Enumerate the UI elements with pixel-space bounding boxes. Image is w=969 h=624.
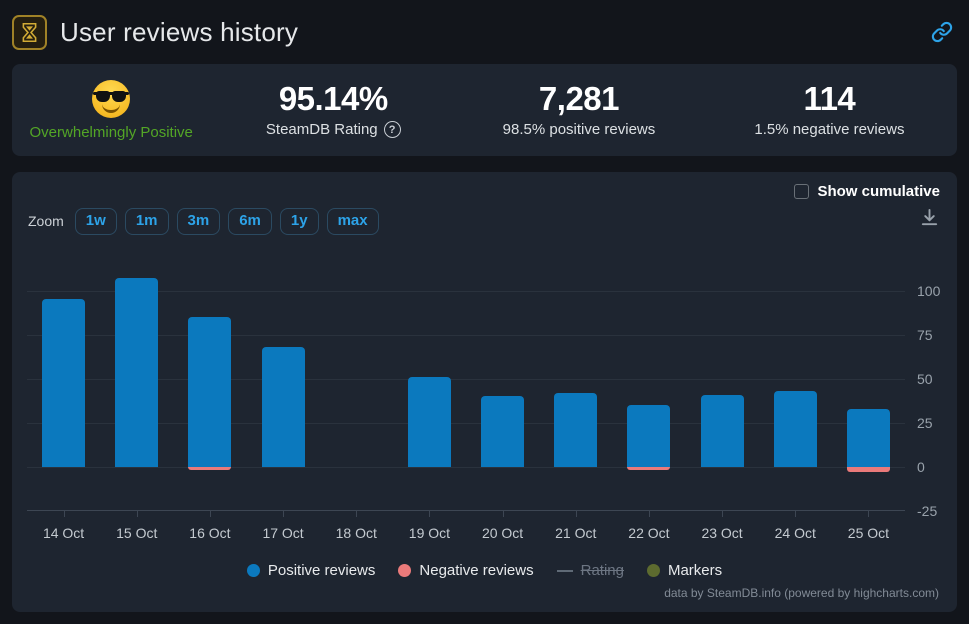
rating-label: SteamDB Rating (265, 121, 378, 138)
bar-positive-reviews[interactable] (115, 278, 159, 467)
x-axis-tick (63, 511, 65, 517)
legend-label: Markers (667, 562, 723, 579)
bar-negative-reviews[interactable] (188, 466, 232, 471)
chart-legend: Positive reviews Negative reviews Rating… (12, 562, 957, 579)
y-axis-tick-label: 75 (917, 326, 933, 343)
x-axis-tick (648, 511, 650, 517)
zoom-button-3m[interactable]: 3m (176, 208, 221, 235)
zoom-button-1w[interactable]: 1w (74, 208, 117, 235)
bar-positive-reviews[interactable] (188, 317, 232, 467)
gridline (27, 290, 905, 292)
x-axis-label: 25 Oct (847, 525, 890, 541)
rating-value: 95.14% (278, 80, 388, 117)
zoom-controls: Zoom 1w 1m 3m 6m 1y max (28, 208, 387, 235)
legend-item-positive[interactable]: Positive reviews (246, 562, 376, 579)
legend-item-markers[interactable]: Markers (646, 562, 723, 579)
positive-count: 7,281 (538, 80, 620, 117)
steamdb-rating-stat: 95.14% SteamDB Rating ? (210, 82, 456, 138)
x-axis-label: 24 Oct (774, 525, 816, 541)
x-axis-line (27, 510, 905, 511)
x-axis-tick (283, 511, 285, 517)
x-axis-label: 16 Oct (189, 525, 231, 541)
x-axis-tick (209, 511, 211, 517)
x-axis-tick (795, 511, 797, 517)
x-axis-label: 21 Oct (555, 525, 597, 541)
page-header: User reviews history (0, 0, 969, 64)
bar-positive-reviews[interactable] (773, 391, 817, 467)
gridline (27, 378, 905, 380)
y-axis-tick-label: -25 (917, 503, 938, 519)
plot-area: 100 75 50 25 0 -25 14 Oct 15 Oct 16 Oct 17 Oct 18 … (27, 250, 940, 541)
legend-label: Rating (580, 562, 624, 579)
bar-positive-reviews[interactable] (407, 376, 451, 467)
show-cumulative-label: Show cumulative (817, 183, 940, 200)
y-axis-tick-label: 0 (917, 458, 925, 475)
download-icon[interactable] (918, 206, 940, 228)
bar-positive-reviews[interactable] (846, 408, 890, 467)
sunglasses-emoji-icon (92, 79, 131, 118)
x-axis-tick (868, 511, 870, 517)
x-axis-tick (429, 511, 431, 517)
x-axis-tick (356, 511, 358, 517)
highcharts-credits[interactable]: data by SteamDB.info (powered by highcha… (664, 586, 939, 600)
negative-label: 1.5% negative reviews (754, 121, 905, 138)
show-cumulative-toggle[interactable]: Show cumulative (794, 183, 940, 200)
bar-positive-reviews[interactable] (700, 394, 744, 467)
markers-legend-dot-icon (646, 564, 660, 577)
x-axis-label: 20 Oct (481, 525, 524, 541)
legend-label: Negative reviews (419, 562, 534, 579)
gridline (27, 334, 905, 336)
positive-label: 98.5% positive reviews (502, 121, 656, 138)
negative-count: 114 (803, 80, 856, 117)
legend-item-rating[interactable]: Rating (556, 562, 624, 579)
x-axis-label: 19 Oct (408, 525, 451, 541)
x-axis-tick (722, 511, 724, 517)
y-axis-tick-label: 100 (917, 282, 941, 299)
rating-legend-line-icon (556, 569, 573, 572)
zoom-label: Zoom (28, 213, 64, 230)
positive-reviews-stat: 7,281 98.5% positive reviews (456, 82, 702, 138)
sentiment-label: Overwhelmingly Positive (29, 123, 193, 141)
sentiment-column: Overwhelmingly Positive (12, 79, 210, 141)
gridline (27, 422, 905, 424)
bar-negative-reviews[interactable] (627, 466, 671, 471)
y-axis-tick-label: 25 (917, 414, 933, 431)
x-axis-tick (136, 511, 138, 517)
gridline (27, 466, 905, 468)
x-axis-label: 22 Oct (628, 525, 670, 541)
reviews-chart-panel: Show cumulative Zoom 1w 1m 3m 6m 1y max … (12, 172, 957, 612)
hourglass-award-icon (12, 14, 47, 50)
zoom-button-6m[interactable]: 6m (228, 208, 272, 235)
show-cumulative-checkbox[interactable] (794, 184, 810, 199)
page-title: User reviews history (60, 16, 299, 47)
legend-item-negative[interactable]: Negative reviews (398, 562, 534, 579)
hourglass-glyph (22, 22, 37, 42)
x-axis-label: 14 Oct (42, 525, 85, 541)
zoom-button-1m[interactable]: 1m (124, 208, 169, 235)
x-axis-tick (575, 511, 577, 517)
negative-legend-dot-icon (398, 564, 412, 577)
zoom-button-max[interactable]: max (326, 208, 379, 235)
bar-positive-reviews[interactable] (481, 396, 525, 467)
y-axis-tick-label: 50 (917, 370, 933, 387)
zoom-button-1y[interactable]: 1y (279, 208, 319, 235)
bar-positive-reviews[interactable] (42, 299, 86, 467)
negative-reviews-stat: 114 1.5% negative reviews (702, 82, 957, 138)
legend-label: Positive reviews (267, 562, 376, 579)
x-axis-tick (502, 511, 504, 517)
review-summary-panel: Overwhelmingly Positive 95.14% SteamDB R… (12, 64, 957, 156)
x-axis-label: 17 Oct (262, 525, 304, 541)
x-axis-label: 18 Oct (335, 525, 377, 541)
bar-positive-reviews[interactable] (261, 346, 305, 467)
help-icon[interactable]: ? (383, 121, 401, 138)
link-icon[interactable] (929, 19, 955, 45)
bar-positive-reviews[interactable] (627, 405, 671, 467)
bar-negative-reviews[interactable] (846, 466, 890, 473)
x-axis-label: 15 Oct (116, 525, 158, 541)
x-axis-label: 23 Oct (701, 525, 743, 541)
positive-legend-dot-icon (246, 564, 260, 577)
bar-positive-reviews[interactable] (554, 392, 598, 467)
